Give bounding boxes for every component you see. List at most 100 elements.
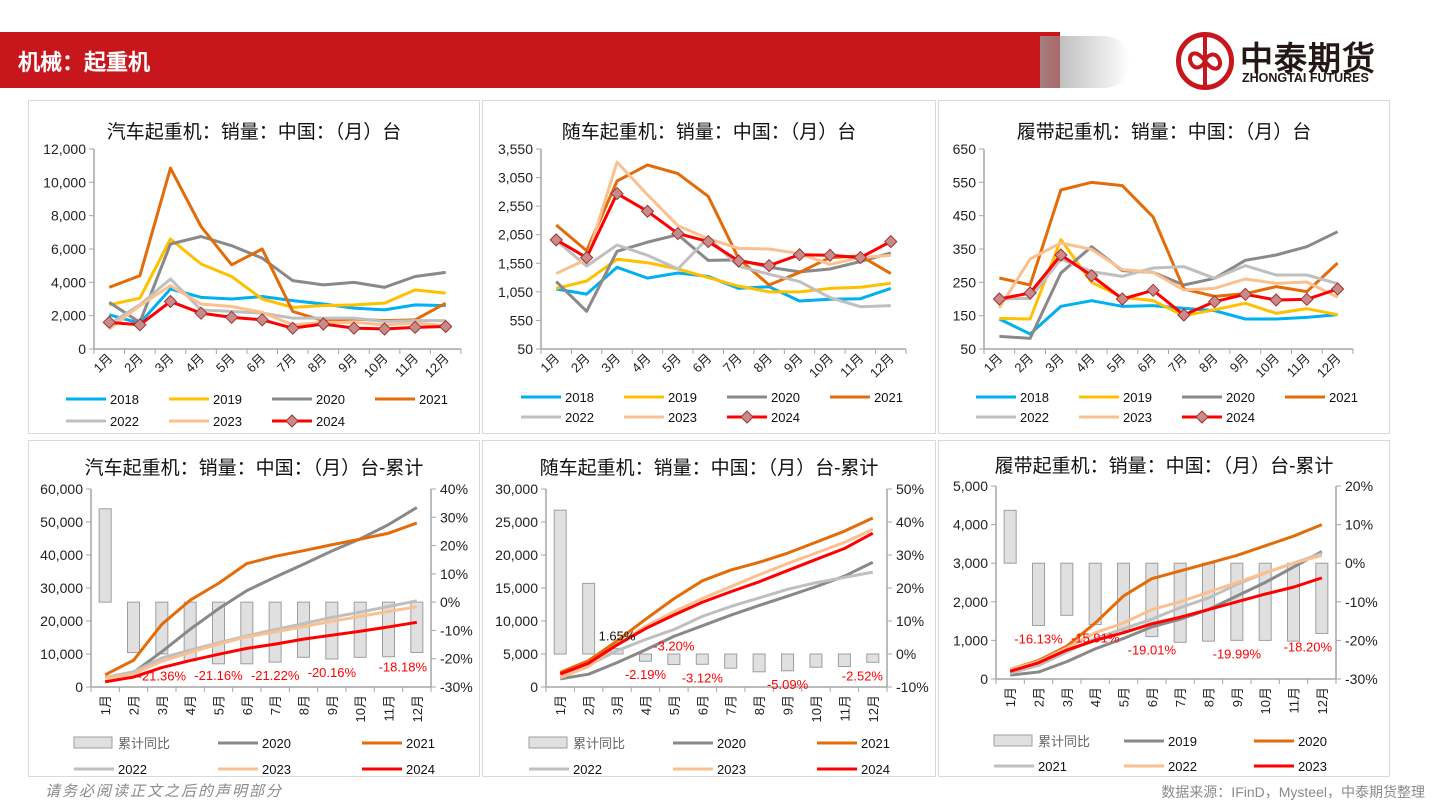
y-tick-label: 40,000	[40, 547, 83, 563]
x-tick-label: 5月	[212, 695, 227, 715]
page-title: 机械：起重机	[18, 50, 151, 75]
y-tick-label: 5,000	[953, 478, 988, 494]
series-marker-2024	[163, 294, 178, 309]
series-marker-2024	[549, 233, 563, 247]
series-marker-2024	[1300, 292, 1314, 307]
y2-tick-label: 0%	[896, 646, 916, 662]
legend-item: 累计同比	[528, 736, 625, 751]
y-tick-label: 650	[953, 141, 977, 157]
series-line-2019	[108, 237, 446, 309]
yoy-bar	[752, 653, 766, 673]
x-tick-label: 5月	[1117, 687, 1132, 707]
y-tick-label: 4,000	[953, 517, 988, 533]
series-line-2023	[555, 160, 891, 275]
legend-item: 2018	[976, 390, 1049, 405]
x-tick-label: 6月	[240, 695, 255, 715]
yoy-data-label: -20.16%	[308, 665, 357, 680]
legend-item: 2020	[1254, 734, 1327, 749]
legend-item: 2019	[1124, 734, 1197, 749]
legend-label: 2021	[861, 736, 890, 751]
truck-crane-cumulative-chart: 汽车起重机：销量：中国：（月）台-累计 0 10,000 20,000 30,000 4…	[28, 440, 480, 777]
legend-label: 2021	[406, 736, 435, 751]
legend-label: 2024	[316, 414, 345, 429]
y2-tick-label: 30%	[896, 547, 924, 563]
y2-tick-label: -10%	[440, 622, 473, 638]
y2-tick-label: -20%	[1345, 632, 1378, 648]
y-tick-label: 50	[960, 341, 976, 357]
x-tick-label: 3月	[610, 695, 625, 715]
truck-mounted-crane-monthly-chart: 随车起重机：销量：中国：（月）台 50 550 1,050 1,550 2,050 2,5…	[482, 100, 936, 434]
x-tick-label: 8月	[297, 695, 312, 715]
yoy-data-label: -19.01%	[1128, 643, 1177, 658]
x-tick-label: 2月	[582, 695, 597, 715]
legend-label: 2019	[1168, 734, 1197, 749]
x-tick-label: 12月	[1314, 351, 1344, 381]
legend-label: 2018	[110, 392, 139, 407]
y-tick-label: 10,000	[495, 613, 538, 629]
legend-label: 2023	[1123, 410, 1152, 425]
legend-item: 2020	[727, 390, 800, 405]
yoy-bar	[1088, 562, 1102, 626]
yoy-bar	[127, 601, 140, 653]
x-tick-label: 11月	[837, 351, 866, 380]
yoy-bar	[837, 653, 851, 668]
legend-label: 2023	[1298, 759, 1327, 774]
y-tick-label: 60,000	[40, 481, 83, 497]
series-line-2019	[1010, 550, 1323, 677]
chart-title: 随车起重机：销量：中国：（月）台	[561, 122, 857, 143]
series-line-2020	[559, 560, 874, 681]
y2-tick-label: -30%	[1345, 671, 1378, 687]
x-tick-label: 5月	[659, 351, 684, 376]
series-line-2023	[1009, 576, 1323, 673]
y2-tick-label: -20%	[440, 651, 473, 667]
chart-title: 汽车起重机：销量：中国：（月）台-累计	[84, 458, 424, 479]
legend-label: 2022	[565, 410, 594, 425]
y2-tick-label: 40%	[896, 514, 924, 530]
yoy-bar	[809, 653, 823, 668]
y-tick-label: 10,000	[40, 646, 83, 662]
legend-label: 2023	[668, 410, 697, 425]
x-tick-label: 8月	[750, 351, 775, 376]
series-marker-2024	[194, 306, 208, 320]
series-marker-2024	[762, 258, 776, 273]
x-tick-label: 3月	[1060, 687, 1075, 707]
series-marker-2024	[992, 292, 1007, 306]
legend-item: 2019	[169, 392, 242, 407]
chart-svg: 0 2,000 4,000 6,000 8,000 10,000 12,000 1月 2月 3月 4…	[43, 141, 462, 429]
y2-tick-label: 40%	[440, 481, 468, 497]
series-marker-2024	[1207, 294, 1222, 309]
x-tick-label: 11月	[392, 351, 421, 380]
series-marker-2024	[408, 320, 422, 335]
yoy-data-label: -16.13%	[1014, 631, 1063, 646]
series-marker-2024	[701, 234, 715, 249]
y-tick-label: 250	[953, 274, 977, 290]
x-tick-label: 3月	[598, 351, 623, 376]
x-tick-label: 9月	[325, 695, 340, 715]
legend-item: 2023	[218, 762, 291, 776]
yoy-data-label: -21.36%	[138, 669, 187, 684]
y-tick-label: 2,000	[953, 594, 988, 610]
y-tick-label: 0	[530, 679, 538, 695]
x-tick-label: 6月	[689, 351, 714, 376]
legend-label: 2021	[1329, 390, 1358, 405]
series-line-2023	[108, 284, 446, 331]
x-tick-label: 12月	[422, 351, 452, 381]
legend-label: 2018	[1020, 390, 1049, 405]
chart-title: 随车起重机：销量：中国：（月）台-累计	[539, 458, 879, 479]
y-tick-label: 25,000	[495, 514, 538, 530]
legend-item: 2021	[994, 759, 1067, 774]
yoy-data-label: -2.19%	[625, 667, 667, 682]
y-tick-label: 1,550	[498, 255, 533, 271]
series-line-2020	[104, 506, 418, 680]
series-marker-2024	[133, 318, 147, 332]
yoy-bar	[1003, 509, 1017, 564]
legend-label: 累计同比	[118, 736, 170, 751]
x-tick-label: 12月	[866, 695, 881, 722]
legend-item: 2019	[624, 390, 697, 405]
series-line-2020	[999, 230, 1339, 340]
y-tick-label: 450	[953, 208, 977, 224]
x-tick-label: 1月	[1003, 687, 1018, 707]
y-tick-label: 3,050	[498, 170, 533, 186]
y2-tick-label: 20%	[896, 580, 924, 596]
legend-label: 2022	[1168, 759, 1197, 774]
